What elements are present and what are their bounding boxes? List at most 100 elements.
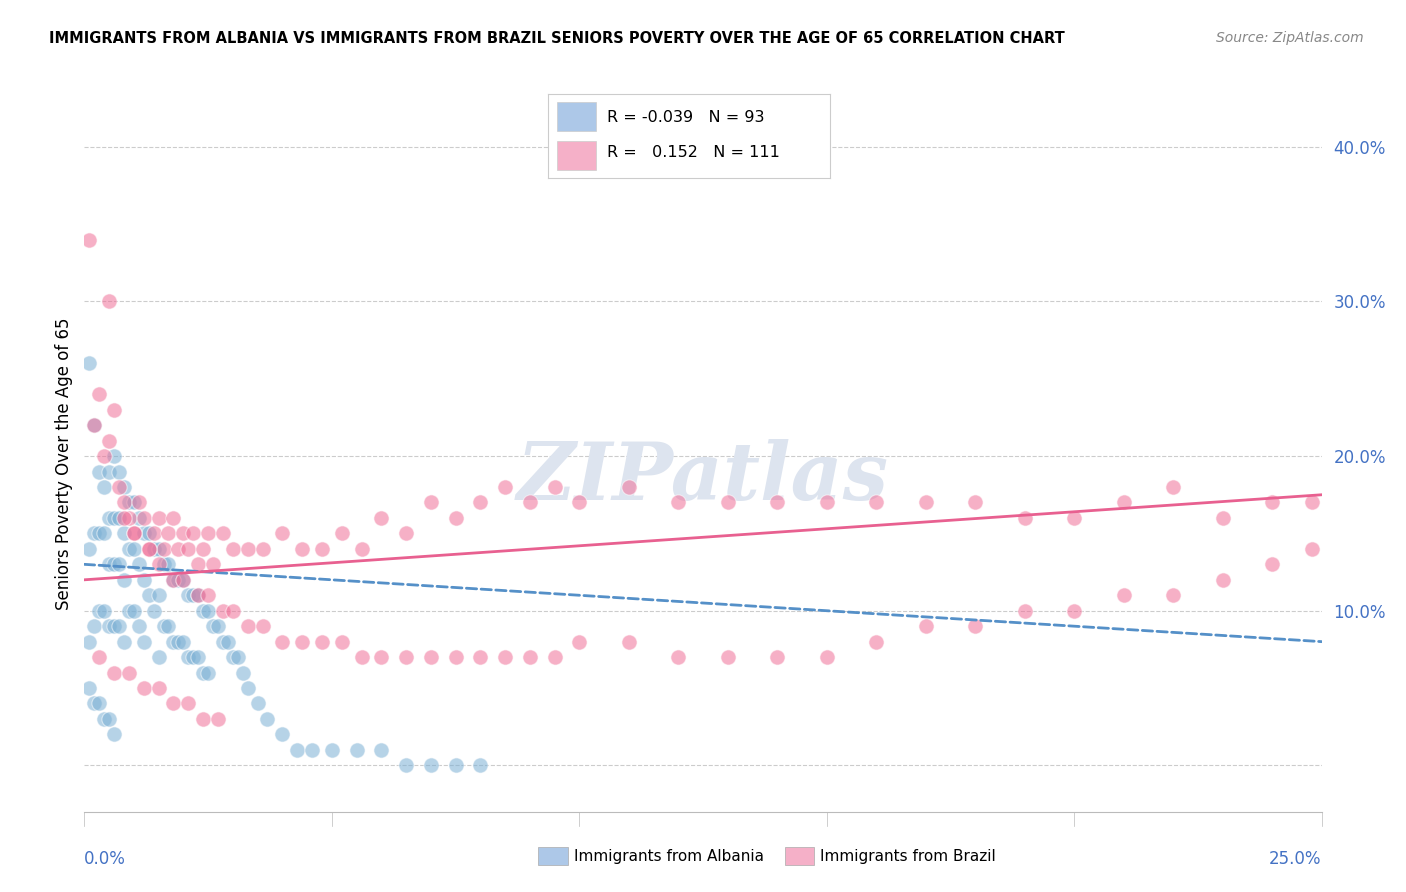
Point (152, 619, 174, 633)
Point (162, 511, 184, 525)
Point (568, 495, 591, 509)
Point (132, 526, 155, 541)
Text: ZIPatlas: ZIPatlas (517, 439, 889, 516)
Point (167, 573, 190, 587)
Point (470, 650, 492, 665)
Point (118, 541, 141, 556)
Point (1212, 573, 1234, 587)
Point (256, 712, 278, 726)
Point (103, 511, 125, 525)
Point (98, 465, 121, 479)
Point (271, 526, 294, 541)
Point (222, 650, 245, 665)
Point (108, 480, 131, 494)
Point (122, 541, 145, 556)
Text: R =   0.152   N = 111: R = 0.152 N = 111 (607, 145, 780, 161)
Point (138, 541, 160, 556)
Point (285, 743, 308, 757)
Point (112, 480, 135, 494)
Point (1063, 604, 1085, 618)
Point (79, 356, 101, 370)
Point (236, 541, 259, 556)
Point (965, 619, 987, 633)
Point (395, 650, 418, 665)
Point (142, 541, 165, 556)
Text: Immigrants from Albania: Immigrants from Albania (574, 849, 763, 863)
Point (191, 604, 214, 618)
Point (93, 526, 115, 541)
Point (108, 558, 131, 572)
Point (118, 495, 141, 509)
Point (217, 634, 239, 648)
Point (717, 495, 740, 509)
Point (89, 387, 111, 401)
Point (197, 588, 219, 602)
Point (865, 495, 887, 509)
Point (89, 650, 111, 665)
Point (181, 526, 204, 541)
Point (494, 650, 516, 665)
Point (1261, 495, 1284, 509)
Point (89, 526, 111, 541)
Point (444, 650, 467, 665)
Text: 25.0%: 25.0% (1270, 850, 1322, 868)
Point (152, 541, 174, 556)
Point (98, 294, 121, 309)
Point (291, 541, 314, 556)
Point (346, 743, 368, 757)
Point (207, 619, 229, 633)
Point (419, 758, 441, 772)
Point (138, 541, 160, 556)
Point (222, 604, 245, 618)
Point (666, 495, 689, 509)
Point (236, 681, 259, 695)
Point (89, 697, 111, 711)
Point (103, 727, 125, 741)
Point (132, 634, 155, 648)
Bar (557, 103, 596, 131)
Point (148, 650, 170, 665)
Point (617, 634, 640, 648)
Point (1112, 495, 1135, 509)
Point (89, 465, 111, 479)
Point (252, 619, 274, 633)
Point (172, 526, 194, 541)
Point (246, 697, 269, 711)
Point (197, 665, 219, 680)
Point (93, 604, 115, 618)
Point (1261, 558, 1284, 572)
Point (187, 650, 209, 665)
Point (112, 526, 135, 541)
Point (98, 434, 121, 448)
Point (419, 650, 441, 665)
Point (187, 558, 209, 572)
Point (232, 665, 254, 680)
Point (93, 449, 115, 463)
Point (207, 712, 229, 726)
Point (181, 650, 204, 665)
Point (212, 526, 235, 541)
Point (122, 604, 145, 618)
Point (98, 558, 121, 572)
Point (202, 619, 225, 633)
Point (148, 541, 170, 556)
Point (350, 541, 373, 556)
Point (291, 634, 314, 648)
Point (128, 558, 150, 572)
Point (965, 495, 987, 509)
Point (79, 233, 101, 247)
Point (236, 619, 259, 633)
Point (311, 634, 333, 648)
Point (172, 634, 194, 648)
Point (103, 558, 125, 572)
Point (148, 511, 170, 525)
Point (132, 511, 155, 525)
Point (112, 495, 135, 509)
Point (395, 526, 418, 541)
Point (766, 650, 789, 665)
Point (197, 604, 219, 618)
Point (172, 573, 194, 587)
Point (222, 541, 245, 556)
Point (226, 650, 249, 665)
Point (98, 712, 121, 726)
